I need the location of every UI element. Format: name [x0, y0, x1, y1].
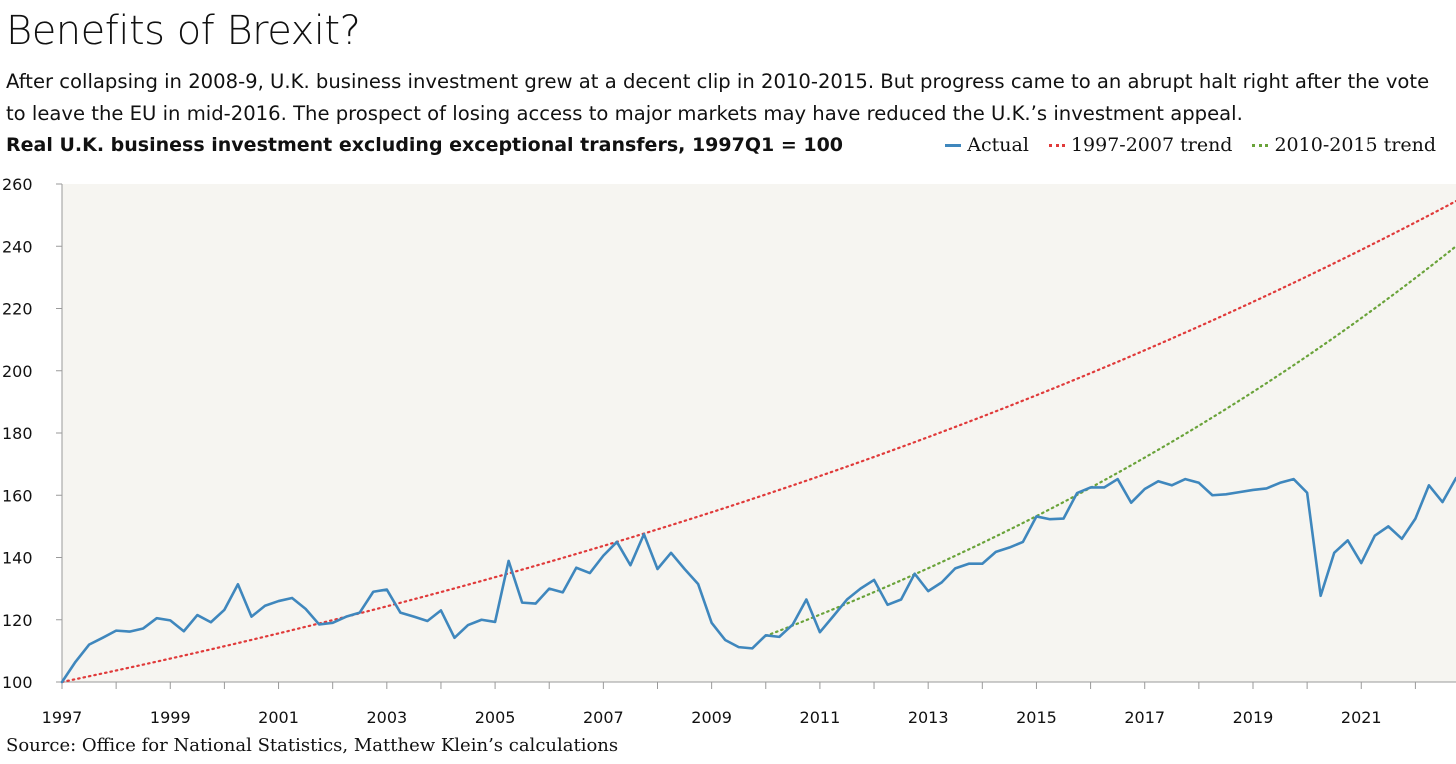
chart-title: Benefits of Brexit?	[6, 8, 361, 54]
source-note: Source: Office for National Statistics, …	[6, 735, 619, 756]
trend-2010-2015-line	[764, 245, 1456, 638]
legend-label-1997-2007-trend: 1997-2007 trend	[1070, 134, 1233, 156]
x-tick-label: 2005	[475, 708, 516, 727]
x-tick-label: 2001	[258, 708, 299, 727]
legend-swatch-2010-2015-trend	[1252, 143, 1269, 147]
actual-series-line	[60, 476, 1456, 684]
chart-subtitle: After collapsing in 2008-9, U.K. busines…	[6, 70, 1430, 125]
x-tick-label: 2021	[1341, 708, 1382, 727]
x-tick-label: 2015	[1016, 708, 1057, 727]
x-tick-label: 2003	[366, 708, 407, 727]
x-tick-label: 1999	[150, 708, 191, 727]
y-tick-label: 180	[2, 424, 33, 443]
y-tick-label: 260	[2, 175, 33, 194]
legend-item-actual: Actual	[945, 134, 1029, 156]
x-tick-label: 2019	[1233, 708, 1274, 727]
y-tick-label: 140	[2, 549, 33, 568]
x-tick-label: 1997	[42, 708, 83, 727]
y-tick-label: 240	[2, 237, 33, 256]
y-tick-label: 120	[2, 611, 33, 630]
legend-item-2010-2015-trend: 2010-2015 trend	[1252, 134, 1436, 156]
y-tick-label: 200	[2, 362, 33, 381]
legend-label-2010-2015-trend: 2010-2015 trend	[1274, 134, 1436, 156]
plot-area	[62, 184, 1456, 682]
y-tick-label: 160	[2, 486, 33, 505]
x-tick-label: 2007	[583, 708, 624, 727]
legend: Actual 1997-2007 trend 2010-2015 trend	[945, 134, 1436, 156]
x-tick-label: 2013	[908, 708, 949, 727]
x-tick-label: 2009	[691, 708, 732, 727]
y-tick-label: 220	[2, 300, 33, 319]
trend-1997-2007-line	[60, 200, 1456, 684]
x-axis: 1997 1999 2001 2003 2005 2007 2009 2011 2013 2015…	[42, 681, 1456, 727]
legend-item-1997-2007-trend: 1997-2007 trend	[1048, 134, 1233, 156]
x-tick-label: 2017	[1124, 708, 1165, 727]
series-layer	[60, 200, 1456, 684]
y-tick-label: 100	[2, 673, 33, 692]
legend-label-actual: Actual	[967, 134, 1029, 156]
chart-heading: Real U.K. business investment excluding …	[6, 134, 844, 156]
legend-swatch-actual	[945, 143, 962, 147]
y-axis: 100 120 140 160 180 200 220 240 260	[2, 175, 63, 692]
legend-swatch-1997-2007-trend	[1048, 143, 1065, 147]
x-tick-label: 2011	[800, 708, 841, 727]
line-chart: 100 120 140 160 180 200 220 240 260 1997 1999 2001…	[2, 175, 1456, 727]
